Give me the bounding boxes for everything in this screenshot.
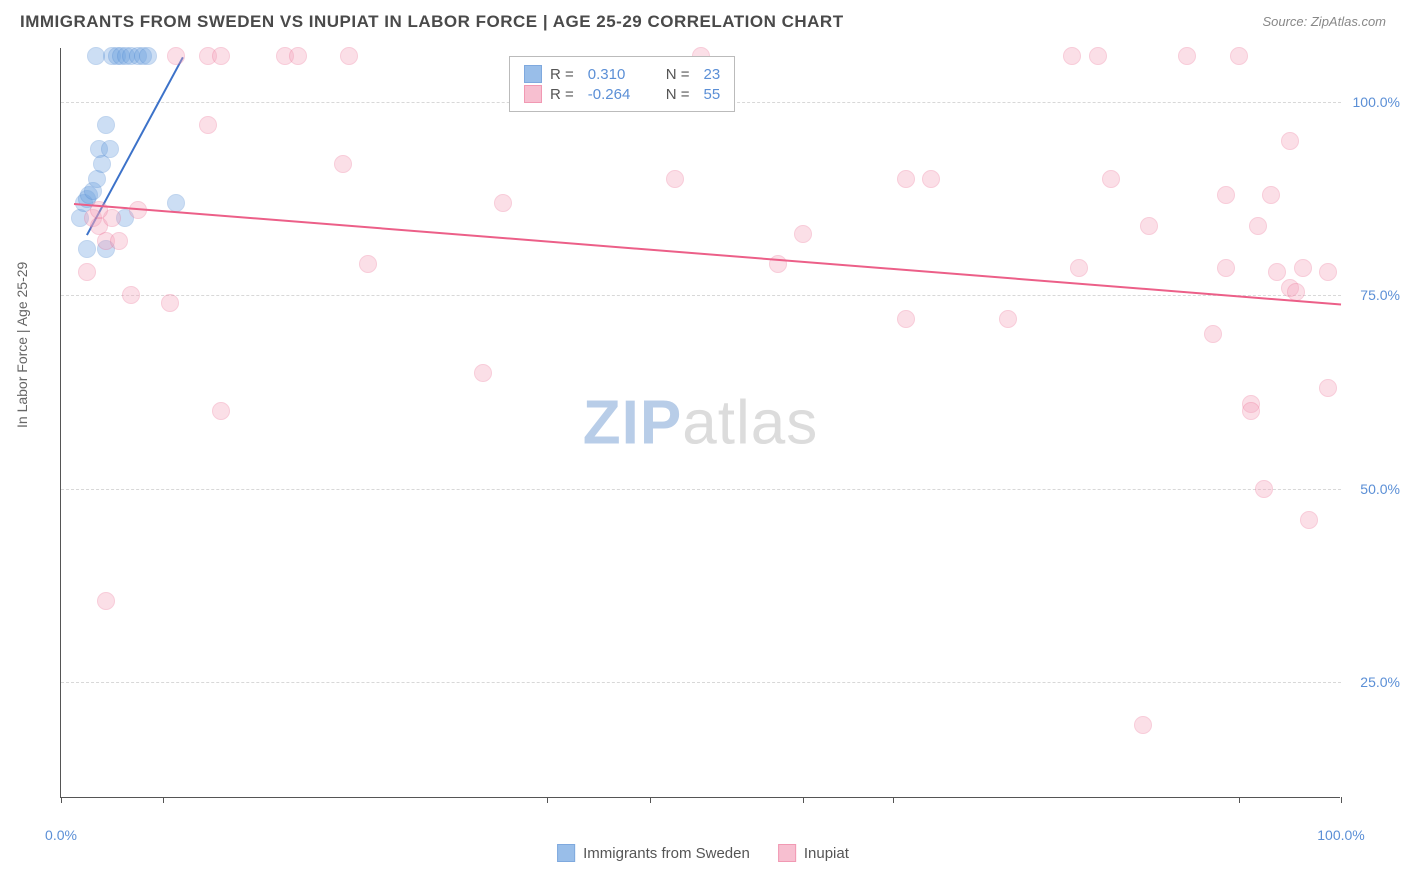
legend-swatch bbox=[524, 85, 542, 103]
legend-n-label: N = bbox=[666, 86, 690, 103]
data-point bbox=[212, 47, 230, 65]
data-point bbox=[1178, 47, 1196, 65]
watermark-atlas: atlas bbox=[682, 388, 818, 457]
gridline-h bbox=[61, 489, 1341, 490]
data-point bbox=[122, 286, 140, 304]
stats-legend-row: R = -0.264 N = 55 bbox=[524, 85, 720, 103]
stats-legend-row: R = 0.310 N = 23 bbox=[524, 65, 720, 83]
x-tick bbox=[893, 797, 894, 803]
data-point bbox=[167, 194, 185, 212]
data-point bbox=[1262, 186, 1280, 204]
data-point bbox=[97, 116, 115, 134]
gridline-h bbox=[61, 295, 1341, 296]
data-point bbox=[1281, 132, 1299, 150]
data-point bbox=[474, 364, 492, 382]
legend-swatch-sweden bbox=[557, 844, 575, 862]
data-point bbox=[88, 170, 106, 188]
data-point bbox=[167, 47, 185, 65]
data-point bbox=[93, 155, 111, 173]
x-tick-label: 0.0% bbox=[45, 827, 77, 843]
x-tick bbox=[547, 797, 548, 803]
x-tick bbox=[1341, 797, 1342, 803]
watermark-zip: ZIP bbox=[583, 388, 682, 457]
data-point bbox=[289, 47, 307, 65]
x-tick bbox=[163, 797, 164, 803]
data-point bbox=[1319, 379, 1337, 397]
data-point bbox=[1249, 217, 1267, 235]
legend-r-value: -0.264 bbox=[588, 86, 646, 103]
data-point bbox=[1134, 716, 1152, 734]
data-point bbox=[1102, 170, 1120, 188]
chart-title: IMMIGRANTS FROM SWEDEN VS INUPIAT IN LAB… bbox=[20, 12, 844, 32]
data-point bbox=[999, 310, 1017, 328]
data-point bbox=[666, 170, 684, 188]
data-point bbox=[1319, 263, 1337, 281]
data-point bbox=[1063, 47, 1081, 65]
data-point bbox=[1268, 263, 1286, 281]
legend-n-label: N = bbox=[666, 66, 690, 83]
legend-swatch-inupiat bbox=[778, 844, 796, 862]
legend-n-value: 23 bbox=[704, 66, 721, 83]
y-tick-label: 25.0% bbox=[1345, 674, 1400, 690]
plot-area: ZIPatlas 25.0%50.0%75.0%100.0%0.0%100.0%… bbox=[60, 48, 1340, 798]
data-point bbox=[212, 402, 230, 420]
legend-item-sweden: Immigrants from Sweden bbox=[557, 844, 750, 862]
data-point bbox=[161, 294, 179, 312]
legend-r-label: R = bbox=[550, 66, 574, 83]
data-point bbox=[199, 116, 217, 134]
y-tick-label: 100.0% bbox=[1345, 94, 1400, 110]
legend-swatch bbox=[524, 65, 542, 83]
data-point bbox=[1204, 325, 1222, 343]
data-point bbox=[139, 47, 157, 65]
data-point bbox=[1140, 217, 1158, 235]
watermark: ZIPatlas bbox=[583, 387, 818, 458]
legend-n-value: 55 bbox=[704, 86, 721, 103]
data-point bbox=[794, 225, 812, 243]
data-point bbox=[1300, 511, 1318, 529]
legend-item-inupiat: Inupiat bbox=[778, 844, 849, 862]
data-point bbox=[101, 140, 119, 158]
data-point bbox=[78, 263, 96, 281]
data-point bbox=[1070, 259, 1088, 277]
data-point bbox=[1230, 47, 1248, 65]
y-tick-label: 50.0% bbox=[1345, 481, 1400, 497]
bottom-legend: Immigrants from Sweden Inupiat bbox=[557, 844, 849, 862]
source-attribution: Source: ZipAtlas.com bbox=[1262, 14, 1386, 29]
data-point bbox=[97, 592, 115, 610]
data-point bbox=[1089, 47, 1107, 65]
x-tick bbox=[61, 797, 62, 803]
x-tick bbox=[1239, 797, 1240, 803]
x-tick-label: 100.0% bbox=[1317, 827, 1364, 843]
data-point bbox=[1287, 283, 1305, 301]
data-point bbox=[340, 47, 358, 65]
data-point bbox=[78, 240, 96, 258]
data-point bbox=[1217, 186, 1235, 204]
y-axis-label: In Labor Force | Age 25-29 bbox=[14, 262, 30, 428]
data-point bbox=[494, 194, 512, 212]
data-point bbox=[922, 170, 940, 188]
data-point bbox=[897, 170, 915, 188]
gridline-h bbox=[61, 682, 1341, 683]
x-tick bbox=[803, 797, 804, 803]
data-point bbox=[334, 155, 352, 173]
data-point bbox=[1294, 259, 1312, 277]
data-point bbox=[1255, 480, 1273, 498]
y-tick-label: 75.0% bbox=[1345, 287, 1400, 303]
chart-container: IMMIGRANTS FROM SWEDEN VS INUPIAT IN LAB… bbox=[0, 0, 1406, 892]
data-point bbox=[1242, 402, 1260, 420]
data-point bbox=[897, 310, 915, 328]
data-point bbox=[110, 232, 128, 250]
legend-r-label: R = bbox=[550, 86, 574, 103]
legend-label-inupiat: Inupiat bbox=[804, 845, 849, 862]
legend-label-sweden: Immigrants from Sweden bbox=[583, 845, 750, 862]
data-point bbox=[359, 255, 377, 273]
data-point bbox=[1217, 259, 1235, 277]
stats-legend: R = 0.310 N = 23 R = -0.264 N = 55 bbox=[509, 56, 735, 112]
legend-r-value: 0.310 bbox=[588, 66, 646, 83]
data-point bbox=[87, 47, 105, 65]
x-tick bbox=[650, 797, 651, 803]
